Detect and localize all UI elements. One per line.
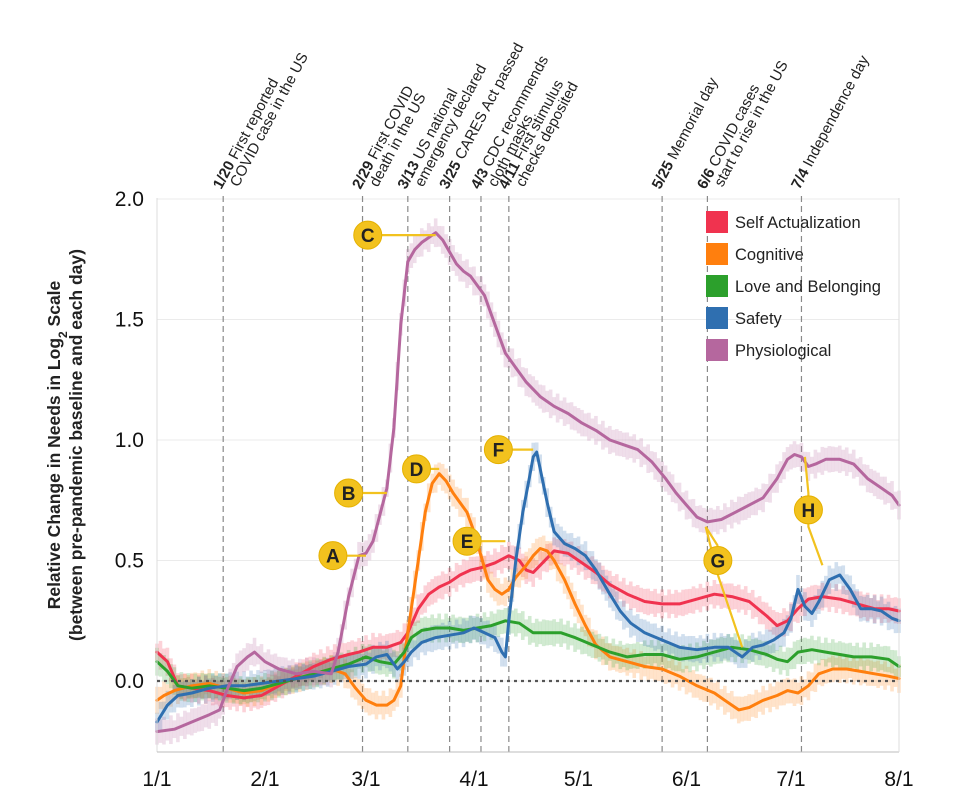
y-tick-label: 2.0 bbox=[115, 188, 144, 211]
series-line-layer bbox=[155, 231, 901, 734]
annotation-letter: F bbox=[493, 441, 505, 462]
x-tick-label: 6/1 bbox=[672, 768, 701, 791]
annotation-marker bbox=[353, 220, 383, 250]
legend-label: Love and Belonging bbox=[735, 278, 881, 296]
event-label-line1: 7/4 Independence day bbox=[788, 52, 873, 192]
annotation-marker bbox=[483, 435, 513, 465]
y-tick-label: 1.0 bbox=[115, 429, 144, 452]
axis-layer: 0.0 0.5 1.0 1.5 2.0 1/1 2/1 3/1 4/1 5/1 6/1 7/1 8/1 bbox=[115, 188, 914, 791]
y-axis-label-line2: (between pre-pandemic baseline and each … bbox=[66, 249, 86, 641]
annotation-letter: B bbox=[342, 484, 356, 505]
x-tick-label: 5/1 bbox=[564, 768, 593, 791]
annotation-letter: D bbox=[410, 460, 424, 481]
annotation-letter: H bbox=[802, 501, 816, 522]
x-tick-label: 8/1 bbox=[884, 768, 913, 791]
y-tick-label: 1.5 bbox=[115, 309, 144, 332]
series-line-self-actualization bbox=[155, 549, 901, 700]
legend-label: Self Actualization bbox=[735, 214, 861, 232]
x-tick-label: 4/1 bbox=[459, 768, 488, 791]
annotation-marker bbox=[452, 526, 482, 556]
legend-label: Physiological bbox=[735, 342, 831, 360]
legend-swatch bbox=[706, 275, 728, 297]
series-line-safety bbox=[155, 450, 901, 724]
annotation-letter: A bbox=[326, 547, 340, 568]
annotation-marker bbox=[402, 454, 432, 484]
y-tick-label: 0.0 bbox=[115, 670, 144, 693]
legend: Self Actualization Cognitive Love and Belo… bbox=[706, 211, 881, 361]
annotation-marker bbox=[318, 541, 348, 571]
x-tick-label: 7/1 bbox=[776, 768, 805, 791]
x-tick-label: 3/1 bbox=[351, 768, 380, 791]
event-text: Independence day bbox=[798, 52, 873, 173]
legend-swatch bbox=[706, 243, 728, 265]
grid-layer bbox=[157, 198, 899, 682]
x-tick-label: 1/1 bbox=[142, 768, 171, 791]
event-label-line2: COVID case in the US bbox=[227, 50, 312, 190]
event-label-line2: start to rise in the US bbox=[711, 58, 792, 190]
annotation-letter: G bbox=[710, 552, 725, 573]
annotation-marker bbox=[334, 478, 364, 508]
annotation-marker bbox=[703, 546, 733, 575]
x-tick-label: 2/1 bbox=[250, 768, 279, 791]
event-label: 7/4 Independence day bbox=[788, 52, 873, 192]
legend-label: Cognitive bbox=[735, 246, 804, 264]
series-line-physiological bbox=[155, 231, 901, 734]
annotation-marker bbox=[793, 495, 823, 525]
annotation-letter: C bbox=[361, 226, 375, 247]
y-tick-label: 0.5 bbox=[115, 550, 144, 573]
legend-label: Safety bbox=[735, 310, 783, 328]
y-axis-label: Relative Change in Needs in Log2 Scale (b… bbox=[44, 249, 86, 641]
legend-swatch bbox=[706, 339, 728, 361]
annotation-layer: A B C D E F G H bbox=[318, 220, 824, 648]
legend-swatch bbox=[706, 211, 728, 233]
legend-swatch bbox=[706, 307, 728, 329]
annotation-letter: E bbox=[461, 532, 474, 553]
y-axis-label-line1: Relative Change in Needs in Log2 Scale bbox=[44, 280, 70, 609]
